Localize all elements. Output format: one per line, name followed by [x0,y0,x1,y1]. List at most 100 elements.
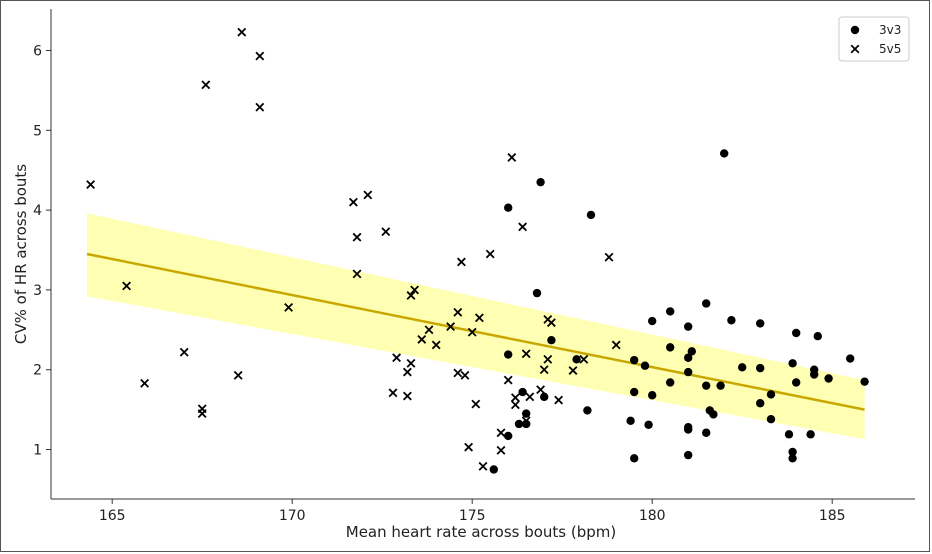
data-point-5v5 [525,392,535,402]
data-point-5v5 [554,395,564,405]
data-point-3v3 [716,381,725,390]
data-point-5v5 [518,222,528,232]
data-point-5v5 [471,399,481,409]
data-point-5v5 [521,416,531,426]
data-point-3v3 [547,335,556,345]
data-point-3v3 [504,350,513,359]
data-point-5v5 [381,227,391,237]
data-point-5v5 [402,391,412,401]
data-point-3v3 [806,430,815,439]
data-point-5v5 [568,366,578,375]
data-point-3v3 [784,430,794,439]
data-point-3v3 [702,299,711,308]
data-point-3v3 [504,431,513,441]
legend-label-5v5: 5v5 [879,42,901,56]
data-point-3v3 [792,328,801,338]
data-point-3v3 [824,374,833,383]
regression-line [86,252,865,411]
data-point-5v5 [510,393,520,403]
data-point-3v3 [788,359,797,368]
y-tick-label: 2 [33,363,42,379]
data-point-3v3 [540,392,549,402]
data-point-5v5 [417,334,427,344]
data-point-3v3 [756,363,765,373]
data-point-5v5 [467,327,477,337]
x-axis-label: Mean heart rate across bouts (bpm) [346,523,617,541]
data-point-5v5 [604,252,614,262]
data-point-5v5 [406,291,416,300]
data-point-3v3 [709,410,718,419]
legend-marker [850,44,860,54]
data-point-3v3 [684,367,693,377]
data-point-5v5 [352,269,362,279]
data-point-5v5 [348,197,358,207]
data-point-5v5 [122,281,132,291]
legend-marker [850,25,860,35]
data-point-5v5 [352,232,362,242]
x-tick-label: 175 [459,508,486,524]
data-point-3v3 [648,391,657,400]
data-point-3v3 [586,210,596,220]
data-point-5v5 [496,445,506,455]
data-point-5v5 [392,353,402,363]
data-point-3v3 [666,307,675,316]
data-point-3v3 [644,420,653,429]
legend-marker-3v3 [850,25,860,35]
data-point-3v3 [489,465,498,474]
y-axis-label: CV% of HR across bouts [12,164,30,344]
data-point-3v3 [788,447,797,457]
x-tick-label: 180 [639,508,666,524]
data-point-5v5 [86,180,96,190]
data-point-3v3 [630,387,639,397]
x-tick-label: 165 [99,508,126,524]
data-point-5v5 [485,249,495,259]
data-point-5v5 [453,368,463,378]
data-point-3v3 [666,343,675,352]
data-point-3v3 [583,406,592,415]
data-point-3v3 [727,316,736,325]
data-point-3v3 [626,416,635,425]
legend: 3v3 5v5 [838,16,910,62]
data-point-5v5 [237,27,247,37]
data-point-5v5 [503,375,513,385]
data-point-3v3 [522,409,531,418]
data-point-5v5 [388,388,398,398]
data-point-3v3 [536,177,545,187]
data-point-5v5 [496,428,506,438]
y-tick-label: 4 [33,203,42,219]
data-point-3v3 [684,422,693,432]
data-point-3v3 [702,428,711,437]
data-point-3v3 [788,454,797,463]
regression-line-layer [86,252,865,411]
data-point-5v5 [579,354,589,364]
data-point-5v5 [233,370,243,380]
data-point-3v3 [684,353,693,362]
data-point-5v5 [536,385,546,395]
data-point-5v5 [410,285,420,295]
data-point-5v5 [197,409,207,419]
data-point-3v3 [666,378,675,387]
data-point-5v5 [402,367,412,377]
data-point-5v5 [255,51,265,61]
data-point-3v3 [504,203,513,212]
data-point-3v3 [514,419,524,429]
data-point-5v5 [255,102,265,112]
data-point-5v5 [456,257,466,267]
x-tick-label: 170 [279,508,306,524]
data-point-3v3 [532,288,542,298]
legend-marker-5v5 [850,44,860,54]
data-point-3v3 [756,319,765,328]
data-point-5v5 [179,347,189,357]
data-point-5v5 [201,80,211,90]
data-point-3v3 [640,361,650,370]
data-point-3v3 [720,149,729,158]
data-point-3v3 [813,331,822,341]
data-point-3v3 [518,387,527,397]
y-tick-label: 5 [33,123,42,139]
data-point-3v3 [738,363,747,372]
data-point-5v5 [539,365,549,375]
y-tick-label: 3 [33,283,42,299]
data-point-5v5 [284,303,294,312]
